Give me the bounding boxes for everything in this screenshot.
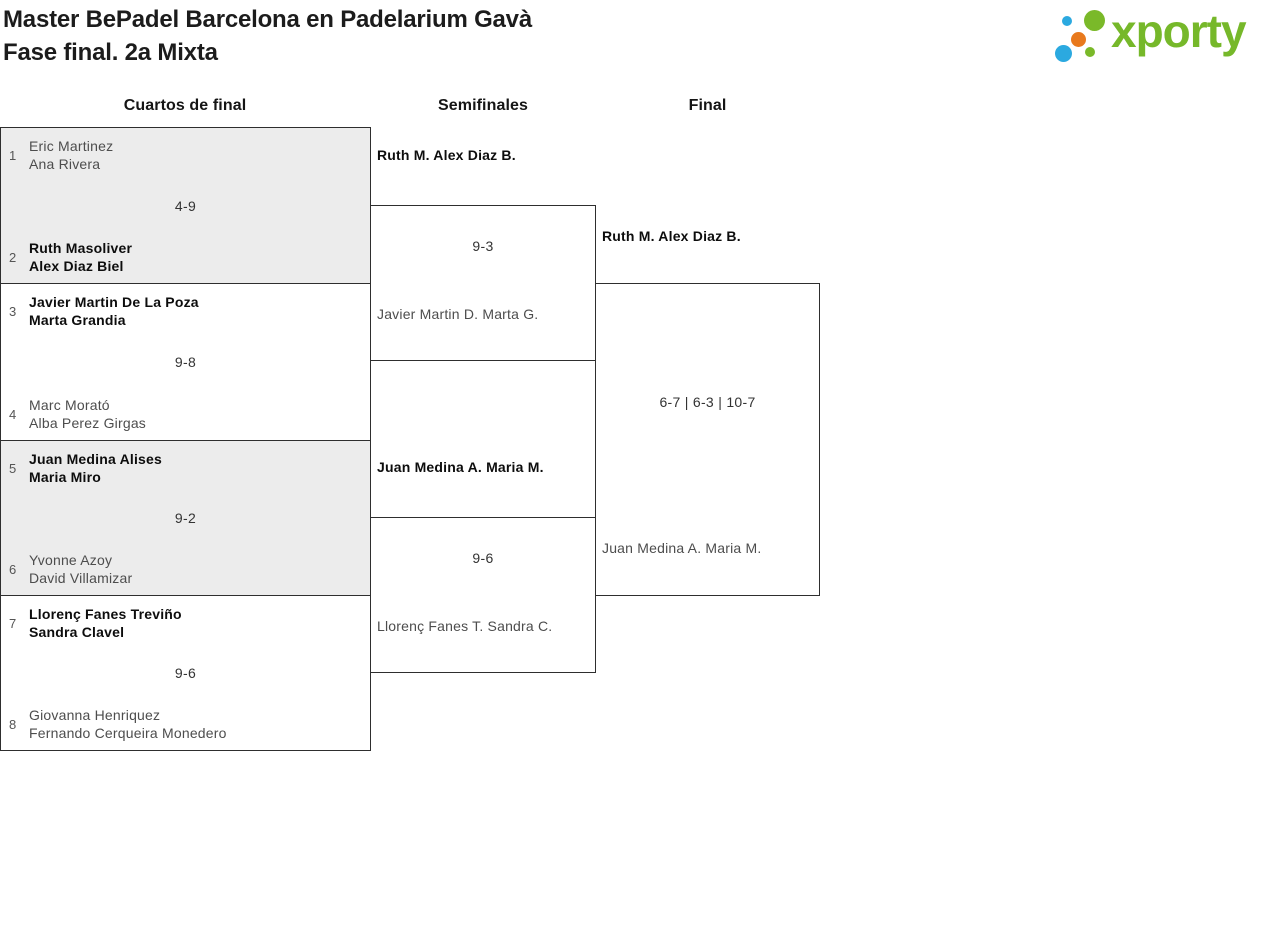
tournament-title: Master BePadel Barcelona en Padelarium G… xyxy=(3,6,532,33)
column-header-final: Final xyxy=(688,97,727,114)
team-entry: 5 Juan Medina Alises Maria Miro xyxy=(1,450,370,486)
team-name: Javier Martin De La Poza Marta Grandia xyxy=(29,294,199,328)
team-name: Juan Medina A. Maria M. xyxy=(602,540,762,556)
team-name: Ruth Masoliver Alex Diaz Biel xyxy=(29,240,133,274)
column-header-semifinals: Semifinales xyxy=(437,97,529,114)
match-final-box xyxy=(595,283,820,596)
logo-dot-blue-large-icon xyxy=(1055,45,1072,62)
match-quarterfinal-3: 5 Juan Medina Alises Maria Miro 9-2 6 Yv… xyxy=(0,440,371,596)
seed-number: 1 xyxy=(9,147,17,163)
team-name: Yvonne Azoy David Villamizar xyxy=(29,552,133,586)
team-name: Giovanna Henriquez Fernando Cerqueira Mo… xyxy=(29,707,227,741)
team-name: Eric Martinez Ana Rivera xyxy=(29,138,114,172)
team-entry: 4 Marc Morató Alba Perez Girgas xyxy=(1,396,370,432)
match-score: 9-2 xyxy=(174,510,197,526)
match-score: 4-9 xyxy=(174,197,197,214)
match-semifinal-1-box xyxy=(370,205,596,361)
logo-dot-blue-small-icon xyxy=(1062,16,1072,26)
match-quarterfinal-4: 7 Llorenç Fanes Treviño Sandra Clavel 9-… xyxy=(0,595,371,751)
match-score: 9-6 xyxy=(174,665,197,681)
logo-dot-orange-icon xyxy=(1071,32,1086,47)
team-name: Juan Medina Alises Maria Miro xyxy=(29,451,163,485)
match-score: 6-7 | 6-3 | 10-7 xyxy=(659,394,756,410)
match-semifinal-2-box xyxy=(370,517,596,673)
team-entry: 8 Giovanna Henriquez Fernando Cerqueira … xyxy=(1,706,370,742)
logo-dot-green-small-icon xyxy=(1085,47,1095,57)
team-name: Javier Martin D. Marta G. xyxy=(377,306,539,322)
page-title: Master BePadel Barcelona en Padelarium G… xyxy=(3,3,532,69)
team-name: Llorenç Fanes T. Sandra C. xyxy=(377,618,553,634)
column-header-quarterfinals: Cuartos de final xyxy=(123,97,247,114)
seed-number: 2 xyxy=(9,249,17,265)
match-score: 9-3 xyxy=(472,238,494,254)
seed-number: 8 xyxy=(9,716,17,732)
team-name: Llorenç Fanes Treviño Sandra Clavel xyxy=(29,606,182,640)
team-entry: 3 Javier Martin De La Poza Marta Grandia xyxy=(1,293,370,329)
seed-number: 6 xyxy=(9,561,17,577)
seed-number: 5 xyxy=(9,460,17,476)
team-entry: 2 Ruth Masoliver Alex Diaz Biel xyxy=(1,239,370,275)
seed-number: 4 xyxy=(9,406,17,422)
team-name: Ruth M. Alex Diaz B. xyxy=(602,228,741,244)
team-entry: 6 Yvonne Azoy David Villamizar xyxy=(1,551,370,587)
logo-dot-green-large-icon xyxy=(1084,10,1105,31)
match-score: 9-8 xyxy=(174,354,197,370)
match-quarterfinal-1: 1 Eric Martinez Ana Rivera 4-9 2 Ruth Ma… xyxy=(0,127,371,284)
logo-wordmark: xporty xyxy=(1111,5,1247,57)
match-quarterfinal-2: 3 Javier Martin De La Poza Marta Grandia… xyxy=(0,283,371,441)
team-entry: 1 Eric Martinez Ana Rivera xyxy=(1,137,370,173)
team-name: Marc Morató Alba Perez Girgas xyxy=(29,397,147,431)
match-score: 9-6 xyxy=(472,550,494,566)
xporty-logo[interactable]: xporty xyxy=(1045,4,1277,70)
team-name: Juan Medina A. Maria M. xyxy=(377,459,544,475)
team-name: Ruth M. Alex Diaz B. xyxy=(377,147,516,163)
seed-number: 7 xyxy=(9,615,17,631)
phase-subtitle: Fase final. 2a Mixta xyxy=(3,39,218,66)
seed-number: 3 xyxy=(9,303,17,319)
team-entry: 7 Llorenç Fanes Treviño Sandra Clavel xyxy=(1,605,370,641)
